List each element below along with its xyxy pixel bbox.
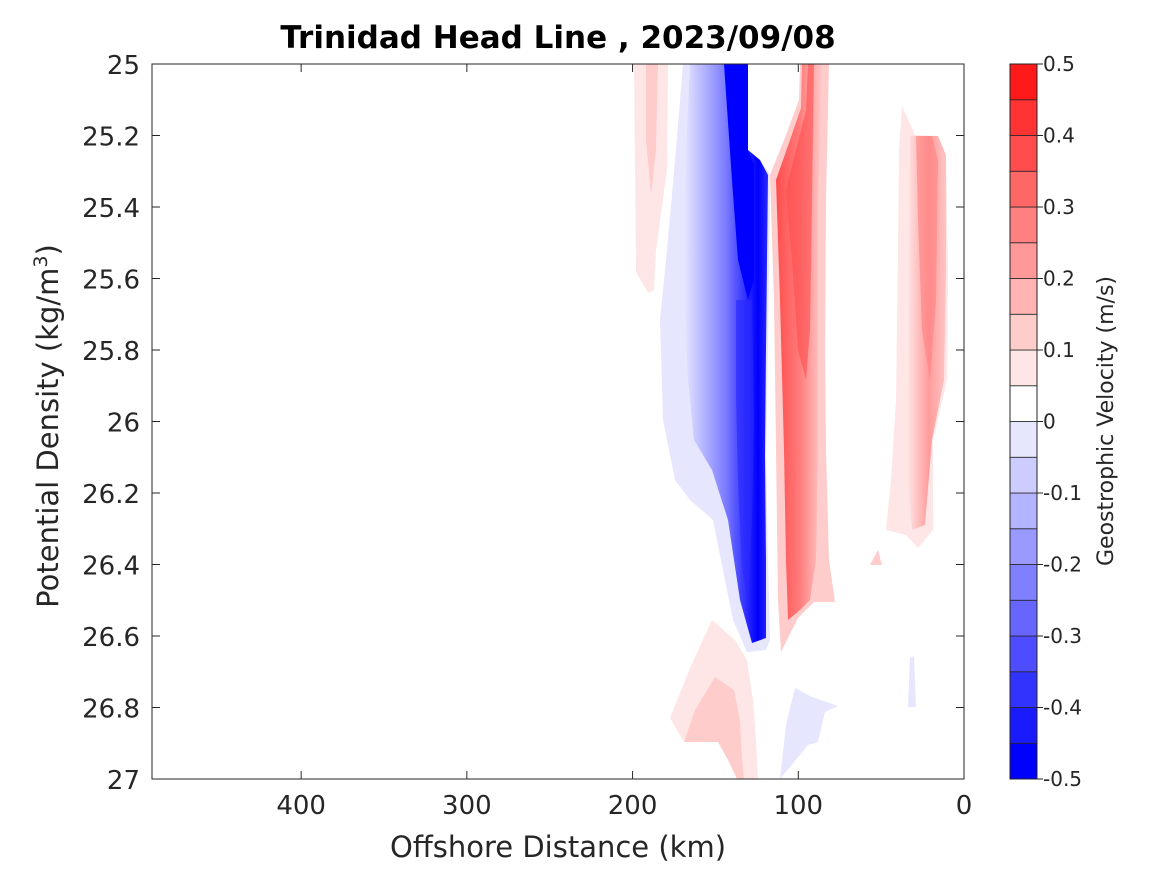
colorbar-tick-labels: 0.5 0.4 0.3 0.2 0.1 0 -0.1 -0.2 -0.3 -0.4 -0.5	[1043, 52, 1082, 791]
contour-jet-negative-core	[724, 64, 754, 300]
colorbar-block	[1009, 671, 1038, 708]
y-tick-marks	[152, 63, 964, 780]
colorbar-block	[1009, 492, 1038, 530]
y-tick-label: 27	[107, 766, 140, 796]
colorbar-tick-label: 0.4	[1043, 124, 1075, 148]
contour-deep-negative-patch	[780, 688, 838, 779]
colorbar-block	[1009, 206, 1038, 244]
x-tick-label: 400	[276, 791, 326, 821]
y-tick-label: 26.6	[82, 623, 140, 653]
y-axis-label: Potential Density (kg/m3)	[30, 244, 65, 608]
contour-deep-positive-inner	[684, 677, 744, 779]
colorbar-tick-label: -0.5	[1043, 767, 1082, 791]
contour-jet-negative-core-mid	[736, 300, 754, 600]
chart-title: Trinidad Head Line , 2023/09/08	[280, 20, 835, 56]
x-tick-label: 300	[442, 791, 492, 821]
colorbar-block	[1009, 421, 1038, 458]
colorbar-tick-label: -0.3	[1043, 624, 1082, 648]
contour-small-positive-patch	[870, 550, 882, 565]
colorbar-tick-label: 0.2	[1043, 267, 1075, 291]
colorbar-block	[1009, 99, 1038, 136]
colorbar-tick-label: 0.3	[1043, 195, 1075, 219]
y-tick-label: 25.8	[82, 337, 140, 367]
y-tick-label: 26.2	[82, 480, 140, 510]
colorbar-block	[1009, 385, 1038, 422]
y-axis-label-end: )	[31, 244, 65, 255]
y-tick-label: 25.2	[82, 123, 140, 153]
x-tick-label: 0	[956, 791, 973, 821]
colorbar-tick-label: -0.1	[1043, 481, 1082, 505]
y-tick-label: 26	[107, 409, 140, 439]
y-tick-label: 25.4	[82, 194, 140, 224]
colorbar: 0.5 0.4 0.3 0.2 0.1 0 -0.1 -0.2 -0.3 -0.4 -0.5 Geo…	[1009, 52, 1119, 791]
colorbar-ticks	[1037, 63, 1043, 780]
colorbar-tick-label: 0.1	[1043, 338, 1075, 362]
colorbar-block	[1009, 599, 1038, 637]
x-tick-label: 100	[773, 791, 823, 821]
x-axis-label: Offshore Distance (km)	[390, 830, 726, 864]
x-tick-marks	[300, 64, 965, 779]
colorbar-block	[1009, 242, 1038, 279]
colorbar-blocks	[1009, 63, 1038, 780]
colorbar-block	[1009, 63, 1038, 101]
colorbar-tick-label: -0.4	[1043, 696, 1082, 720]
y-axis-label-main: Potential Density (kg/m	[31, 268, 65, 608]
plot-background	[152, 64, 964, 779]
colorbar-tick-label: -0.2	[1043, 553, 1082, 577]
x-tick-labels: 400 300 200 100 0	[276, 791, 972, 821]
colorbar-label: Geostrophic Velocity (m/s)	[1094, 276, 1119, 566]
y-tick-label: 26.8	[82, 695, 140, 725]
colorbar-block	[1009, 742, 1038, 780]
colorbar-tick-label: 0	[1043, 410, 1056, 434]
y-tick-label: 25	[107, 51, 140, 81]
y-tick-labels: 25 25.2 25.4 25.6 25.8 26 26.2 26.4 26.6 26.8 27	[82, 51, 140, 796]
y-tick-label: 26.4	[82, 552, 140, 582]
contour-offshore-positive-inner	[646, 64, 658, 195]
colorbar-block	[1009, 135, 1038, 172]
contour-jet-positive-core	[786, 64, 814, 380]
velocity-contours	[634, 64, 948, 779]
colorbar-block	[1009, 456, 1038, 494]
contour-small-negative-patch	[908, 656, 916, 707]
contour-nearshore-positive-core	[916, 136, 938, 380]
y-tick-label: 25.6	[82, 266, 140, 296]
x-tick-label: 200	[608, 791, 658, 821]
colorbar-block	[1009, 564, 1038, 601]
colorbar-block	[1009, 349, 1038, 387]
colorbar-tick-label: 0.5	[1043, 52, 1075, 76]
y-axis-label-superscript: 3	[30, 255, 52, 267]
colorbar-block	[1009, 278, 1038, 315]
colorbar-block	[1009, 170, 1038, 208]
colorbar-block	[1009, 707, 1038, 744]
colorbar-block	[1009, 528, 1038, 565]
colorbar-block	[1009, 635, 1038, 673]
colorbar-block	[1009, 313, 1038, 351]
